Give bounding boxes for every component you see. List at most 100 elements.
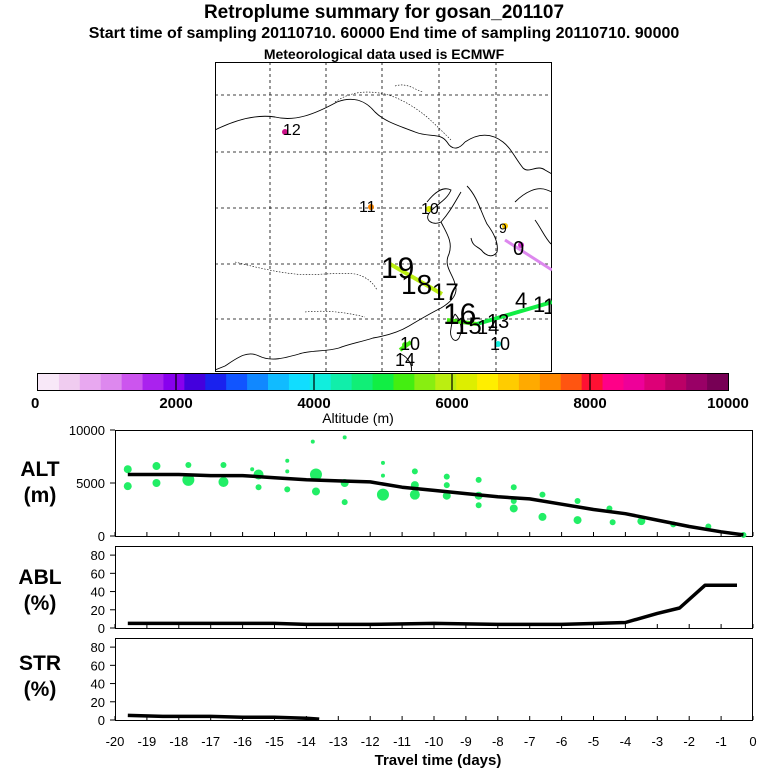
panel-yunit: (m): [24, 484, 57, 507]
colorbar-cell: [309, 374, 332, 390]
colorbar-frame: [37, 373, 729, 391]
colorbar-cell: [602, 374, 625, 390]
colorbar-cell: [205, 374, 227, 390]
x-tick-label: -10: [425, 734, 444, 749]
colorbar-cell: [38, 374, 60, 390]
altitude-scatter-point: [311, 487, 320, 496]
colorbar-tick-label: 4000: [297, 395, 330, 412]
x-tick-label: -6: [556, 734, 568, 749]
colorbar-ticks: 0 2000 4000 6000 8000 10000: [31, 374, 749, 412]
altitude-scatter-point: [309, 468, 322, 481]
altitude-scatter-point: [409, 489, 420, 500]
y-tick-label: 0: [98, 713, 105, 728]
colorbar-cell: [686, 374, 708, 390]
altitude-scatter-point: [380, 473, 385, 478]
panel-ylabel: STR: [19, 652, 61, 675]
colorbar-cell: [247, 374, 269, 390]
colorbar-cell: [560, 374, 583, 390]
trajectory-label: 19: [381, 252, 414, 285]
x-tick-label: -5: [588, 734, 600, 749]
x-axis: -20 -19 -18 -17 -16 -15 -14 -13 -12 -11 -10 -9 -8 -7-…: [106, 734, 757, 749]
x-tick-label: -18: [169, 734, 188, 749]
colorbar-tick-label: 0: [31, 395, 39, 412]
colorbar-cell: [623, 374, 645, 390]
colorbar-cell: [121, 374, 144, 390]
colorbar-cell: [477, 374, 499, 390]
panel-ylabel: ABL: [18, 566, 61, 589]
trajectory-label: 10: [421, 201, 439, 218]
altitude-scatter-point: [218, 476, 229, 487]
altitude-scatter-point: [609, 519, 616, 526]
altitude-scatter-point: [182, 473, 195, 486]
trajectory-label: 11: [359, 199, 376, 216]
x-tick-label: -19: [138, 734, 157, 749]
panel-abl: ABL (%) 80 60 40 20 0: [18, 546, 754, 636]
colorbar-cell: [707, 374, 729, 390]
altitude-scatter-point: [411, 468, 418, 475]
trajectory-label: 0: [513, 238, 524, 260]
panel-ylabel: ALT: [20, 458, 59, 481]
map-coastlines: [215, 98, 552, 372]
sampling-time-line: Start time of sampling 20110710. 60000 E…: [88, 25, 680, 42]
y-tick-label: 40: [91, 677, 105, 692]
altitude-scatter-point: [475, 502, 482, 509]
altitude-scatter-point: [509, 504, 518, 513]
colorbar-cell: [539, 374, 562, 390]
panel-frame: [115, 430, 753, 537]
panel-alt: ALT (m) 10000 5000 0: [20, 423, 754, 544]
altitude-scatter-point: [475, 476, 482, 483]
y-tick-label: 60: [91, 658, 105, 673]
altitude-scatter-point: [310, 439, 315, 444]
colorbar-cell: [330, 374, 353, 390]
y-tick-label: 5000: [76, 476, 105, 491]
altitude-scatter-point: [574, 498, 581, 505]
panel-frame: [115, 638, 753, 721]
colorbar-cell: [581, 374, 604, 390]
trajectory-label: 10: [400, 334, 420, 354]
trajectory-label: 10: [490, 334, 510, 354]
trajectory-label-cluster: 1: [533, 292, 545, 317]
series-line-str: [127, 713, 320, 721]
altitude-scatter-point: [220, 461, 227, 468]
trajectory-label: 14: [395, 350, 415, 370]
trajectory-label-cluster: 1: [543, 294, 552, 319]
trajectory-label: 15: [455, 313, 482, 340]
altitude-scatter-point: [380, 460, 385, 465]
y-tick-label: 80: [91, 548, 105, 563]
x-tick-label: -3: [652, 734, 664, 749]
colorbar-cell: [142, 374, 165, 390]
colorbar-cell: [414, 374, 436, 390]
altitude-scatter-point: [285, 469, 290, 474]
y-tick-label: 10000: [69, 423, 105, 438]
series-line-abl: [127, 583, 737, 627]
x-tick-label: -7: [524, 734, 536, 749]
colorbar-cell: [268, 374, 290, 390]
trajectory-marker: [368, 204, 374, 210]
trajectory-marker: [426, 206, 432, 212]
altitude-scatter-point: [250, 467, 255, 472]
series-line-alt: [127, 472, 744, 537]
x-tick-label: 0: [749, 734, 756, 749]
x-tick-label: -14: [297, 734, 316, 749]
altitude-scatter-point: [123, 482, 132, 491]
trajectory-marker: [495, 341, 501, 347]
colorbar-tick-label: 6000: [435, 395, 468, 412]
altitude-scatter-point: [284, 486, 291, 493]
trajectory-label: 14: [477, 317, 499, 339]
colorbar-tick-label: 10000: [707, 395, 749, 412]
colorbar-cell: [100, 374, 123, 390]
colorbar-tick-label: 2000: [159, 395, 192, 412]
x-tick-label: -9: [460, 734, 472, 749]
colorbar-cell: [351, 374, 374, 390]
panel-yunit: (%): [24, 678, 57, 701]
map-borders: [234, 84, 452, 318]
colorbar-cell: [372, 374, 395, 390]
colorbar-cell: [58, 374, 81, 390]
trajectory-marker: [502, 223, 508, 229]
trajectory-label: 16: [443, 298, 476, 331]
altitude-scatter-point: [152, 479, 161, 487]
x-tick-label: -12: [361, 734, 380, 749]
trajectory-marker: [518, 242, 524, 248]
